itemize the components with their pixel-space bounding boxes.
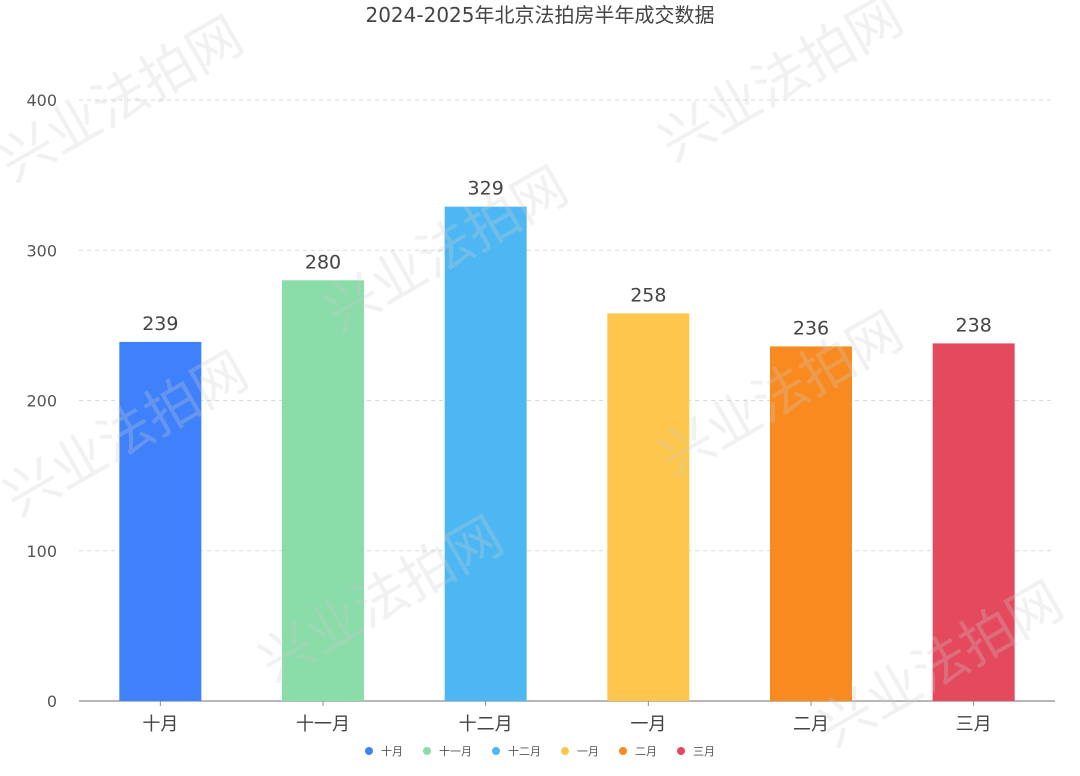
legend-item[interactable]: 二月 xyxy=(619,745,657,758)
x-tick-label: 三月 xyxy=(956,714,992,735)
y-tick-label: 0 xyxy=(47,692,57,711)
chart-title: 2024-2025年北京法拍房半年成交数据 xyxy=(365,3,714,27)
y-axis-ticks: 0 100 200 300 400 xyxy=(26,91,57,711)
legend-marker xyxy=(365,747,373,755)
x-axis-ticks: 十月 十一月 十二月 一月 二月 三月 xyxy=(142,701,992,735)
legend-label: 三月 xyxy=(693,745,715,758)
y-tick-label: 100 xyxy=(26,542,57,561)
legend-marker xyxy=(561,747,569,755)
legend-marker xyxy=(677,747,685,755)
legend-item[interactable]: 三月 xyxy=(677,745,715,758)
legend-label: 十月 xyxy=(381,744,403,758)
x-tick-label: 二月 xyxy=(793,714,829,735)
legend-marker xyxy=(619,747,627,755)
data-label: 238 xyxy=(956,314,992,336)
bar[interactable] xyxy=(282,280,364,701)
grid-lines xyxy=(79,99,1055,702)
legend-marker xyxy=(492,747,500,755)
legend-marker xyxy=(423,747,431,755)
x-tick-label: 十月 xyxy=(142,714,178,735)
x-tick-label: 一月 xyxy=(630,714,666,735)
y-tick-label: 200 xyxy=(26,392,57,411)
legend-label: 十一月 xyxy=(439,744,472,758)
data-label: 280 xyxy=(305,251,341,273)
bar[interactable] xyxy=(607,313,690,701)
y-tick-label: 400 xyxy=(26,91,57,110)
bar[interactable] xyxy=(770,346,852,701)
data-labels: 239 280 329 258 236 238 xyxy=(142,178,992,340)
legend-label: 二月 xyxy=(635,745,657,758)
bar[interactable] xyxy=(119,341,202,701)
x-tick-label: 十二月 xyxy=(459,714,513,735)
x-tick-label: 十一月 xyxy=(296,714,350,735)
data-label: 236 xyxy=(793,317,829,339)
legend-item[interactable]: 一月 xyxy=(561,745,599,758)
data-label: 329 xyxy=(468,178,504,200)
legend-label: 十二月 xyxy=(508,744,541,758)
legend[interactable]: 十月 十一月 十二月 一月 二月 三月 xyxy=(365,744,715,758)
legend-item[interactable]: 十二月 xyxy=(492,744,541,758)
data-label: 258 xyxy=(630,284,666,306)
bar[interactable] xyxy=(932,343,1015,701)
data-label: 239 xyxy=(142,313,178,335)
legend-item[interactable]: 十月 xyxy=(365,744,403,758)
y-tick-label: 300 xyxy=(26,241,57,260)
legend-label: 一月 xyxy=(577,745,599,758)
bars xyxy=(119,206,1015,702)
legend-item[interactable]: 十一月 xyxy=(423,744,472,758)
bar[interactable] xyxy=(444,206,527,702)
